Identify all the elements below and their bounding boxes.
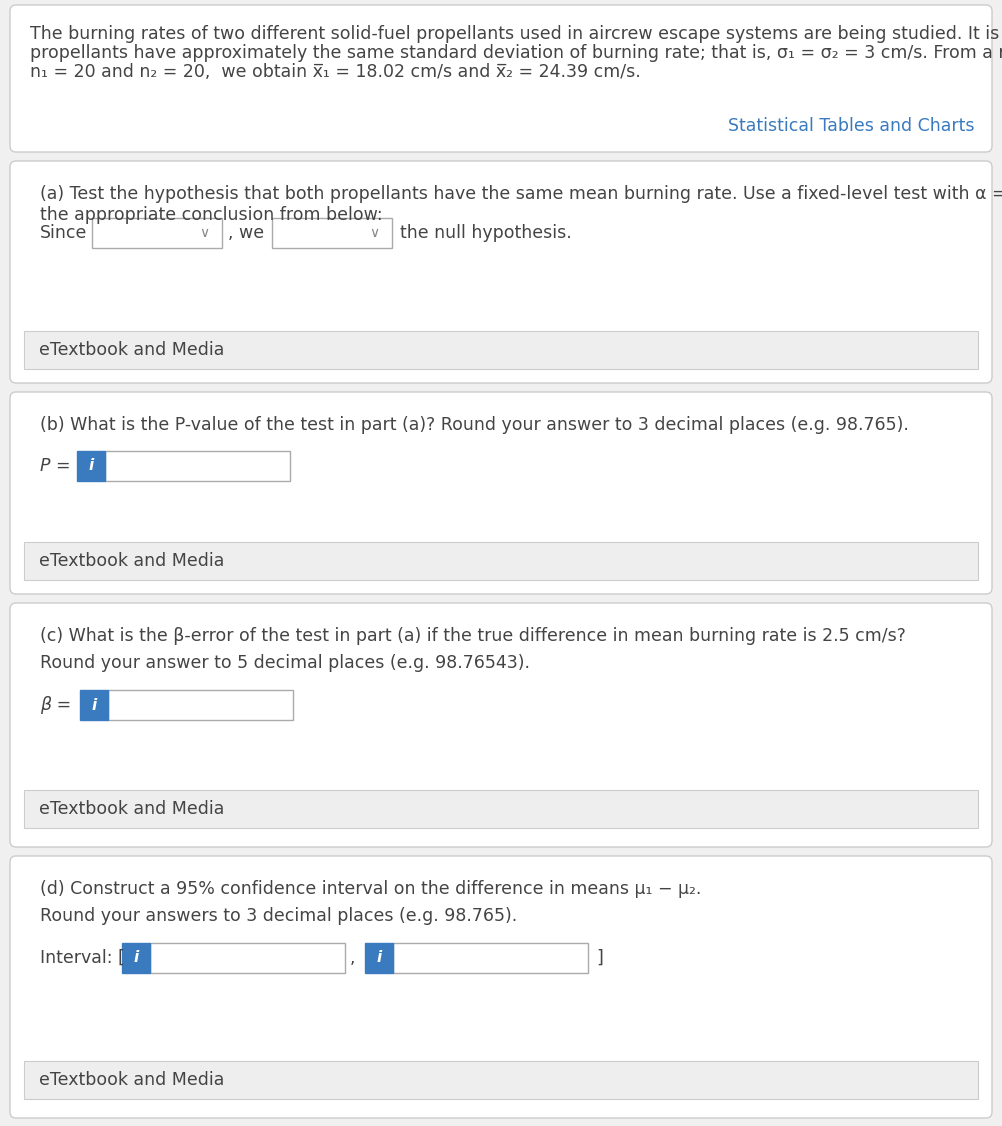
Text: ,: , [350, 949, 356, 967]
FancyBboxPatch shape [10, 604, 992, 847]
Text: ∨: ∨ [199, 226, 209, 240]
Text: Statistical Tables and Charts: Statistical Tables and Charts [728, 117, 975, 135]
Text: Round your answer to 5 decimal places (e.g. 98.76543).: Round your answer to 5 decimal places (e… [40, 654, 530, 672]
Bar [24, 1061, 978, 1099]
Text: ]: ] [596, 949, 603, 967]
Text: (a) Test the hypothesis that both propellants have the same mean burning rate. U: (a) Test the hypothesis that both propel… [40, 185, 1002, 203]
Text: eTextbook and Media: eTextbook and Media [39, 552, 224, 570]
Text: eTextbook and Media: eTextbook and Media [39, 1071, 224, 1089]
Bar [24, 542, 978, 580]
Text: eTextbook and Media: eTextbook and Media [39, 341, 224, 359]
Bar [122, 942, 150, 973]
Bar [77, 452, 105, 481]
Bar [108, 690, 293, 720]
FancyBboxPatch shape [10, 392, 992, 595]
Text: i: i [133, 950, 138, 965]
FancyBboxPatch shape [10, 5, 992, 152]
Text: The burning rates of two different solid-fuel propellants used in aircrew escape: The burning rates of two different solid… [30, 25, 1002, 43]
FancyBboxPatch shape [10, 161, 992, 383]
Bar [24, 790, 978, 828]
FancyBboxPatch shape [10, 856, 992, 1118]
Text: the null hypothesis.: the null hypothesis. [400, 224, 572, 242]
Bar [92, 218, 222, 248]
Text: Interval: [: Interval: [ [40, 949, 125, 967]
Bar [365, 942, 393, 973]
Text: ∨: ∨ [369, 226, 379, 240]
Text: propellants have approximately the same standard deviation of burning rate; that: propellants have approximately the same … [30, 44, 1002, 62]
Bar [393, 942, 588, 973]
Text: n₁ = 20 and n₂ = 20,  we obtain x̅₁ = 18.02 cm/s and x̅₂ = 24.39 cm/s.: n₁ = 20 and n₂ = 20, we obtain x̅₁ = 18.… [30, 63, 640, 81]
Text: , we: , we [228, 224, 265, 242]
Text: Since: Since [40, 224, 87, 242]
Text: eTextbook and Media: eTextbook and Media [39, 799, 224, 817]
Text: Round your answers to 3 decimal places (e.g. 98.765).: Round your answers to 3 decimal places (… [40, 908, 517, 924]
Text: the appropriate conclusion from below:: the appropriate conclusion from below: [40, 206, 383, 224]
Bar [24, 331, 978, 369]
Text: (c) What is the β-error of the test in part (a) if the true difference in mean b: (c) What is the β-error of the test in p… [40, 627, 906, 645]
Text: i: i [377, 950, 382, 965]
Text: β =: β = [40, 696, 71, 714]
Text: P =: P = [40, 457, 70, 475]
Bar [272, 218, 392, 248]
Bar [105, 452, 290, 481]
Text: (b) What is the P-value of the test in part (a)? Round your answer to 3 decimal : (b) What is the P-value of the test in p… [40, 415, 909, 434]
Bar [150, 942, 345, 973]
Text: i: i [91, 697, 96, 713]
Text: (d) Construct a 95% confidence interval on the difference in means μ₁ − μ₂.: (d) Construct a 95% confidence interval … [40, 881, 701, 899]
Text: i: i [88, 458, 93, 474]
Bar [80, 690, 108, 720]
